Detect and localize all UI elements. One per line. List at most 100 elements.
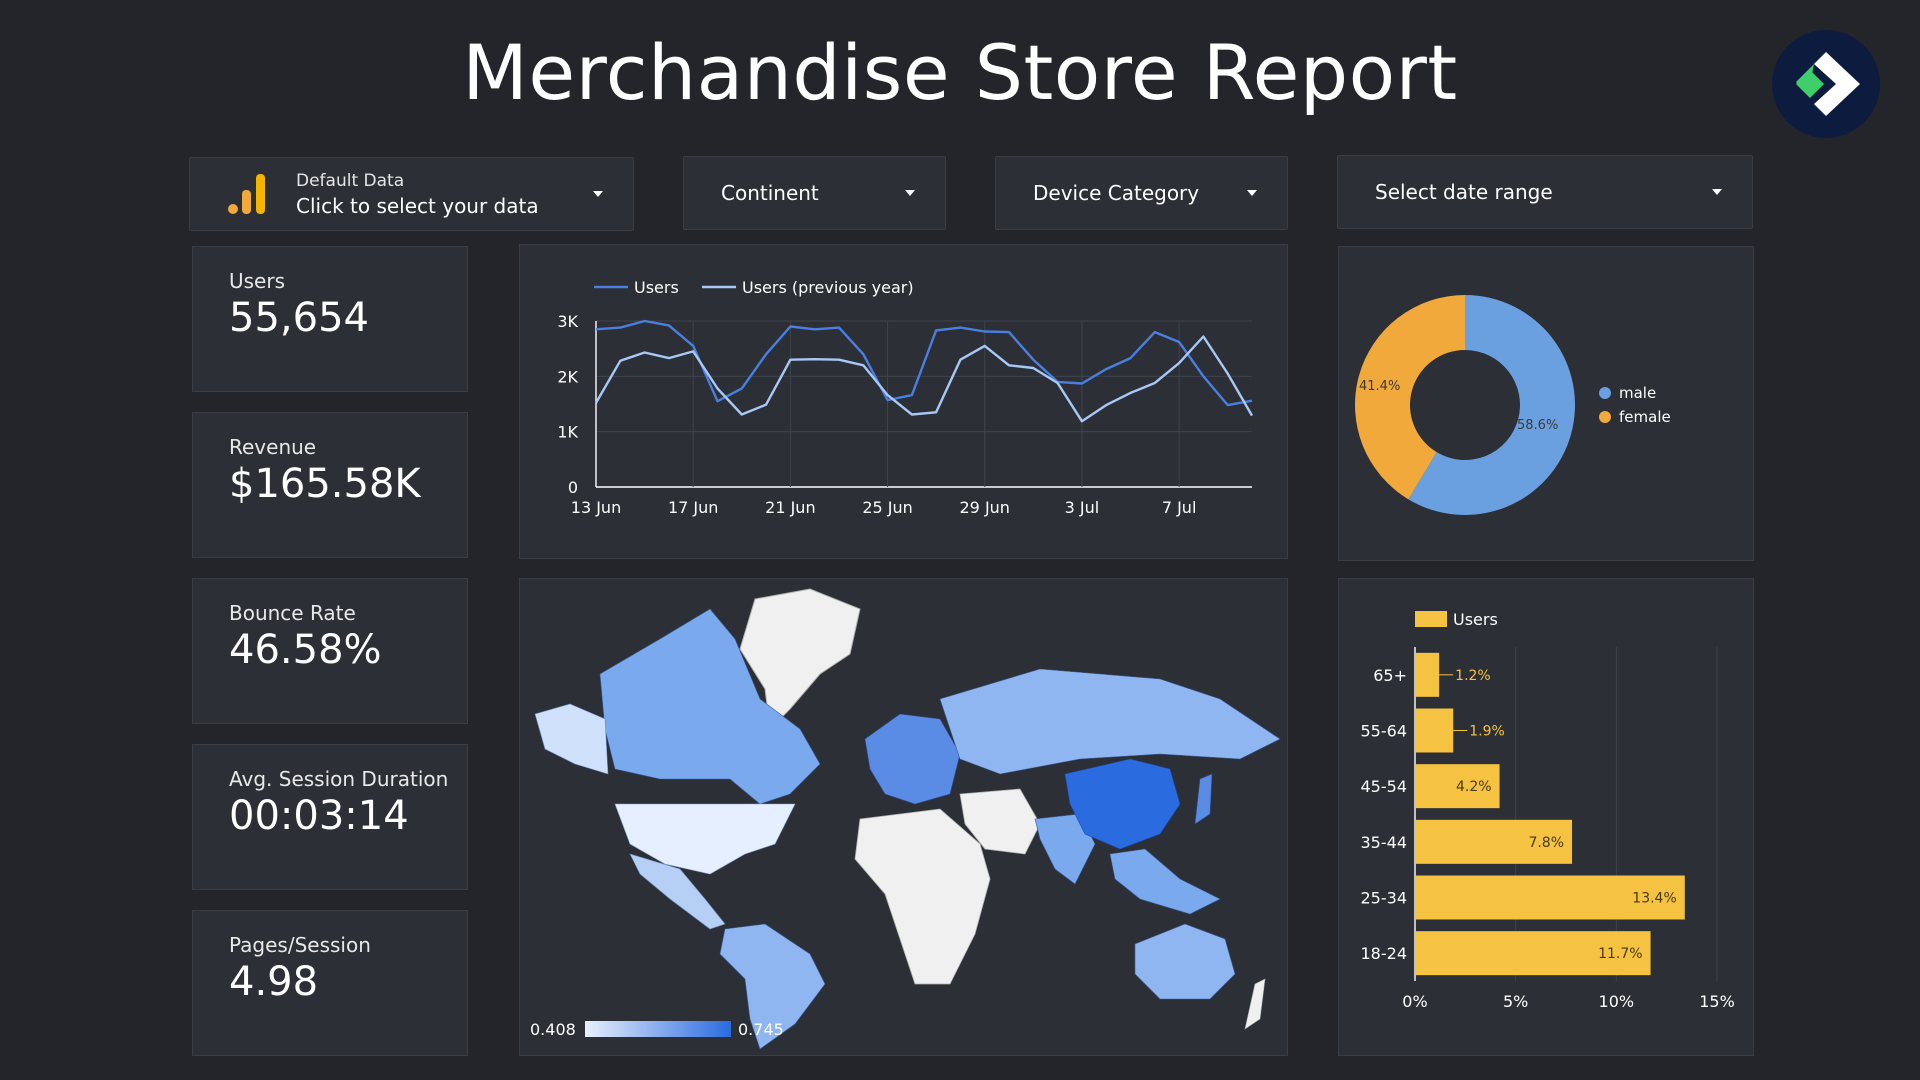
age-bar-card: 0% 5% 10% 15% Users 65+ 1.2% 55-64 1.9% 45-54 4.2%…	[1338, 578, 1754, 1056]
map-region-japan[interactable]	[1194, 773, 1213, 825]
map-region-russia[interactable]	[939, 668, 1281, 775]
data-source-hint: Click to select your data	[296, 194, 539, 218]
kpi-card-bounce-rate: Bounce Rate 46.58%	[192, 578, 468, 724]
bar-35-44[interactable]	[1415, 819, 1573, 864]
bar-25-34[interactable]	[1415, 875, 1685, 920]
map-region-europe[interactable]	[864, 713, 961, 805]
kpi-value: $165.58K	[229, 461, 421, 507]
x-tick-label: 0%	[1402, 992, 1427, 1011]
map-region-southeast-asia[interactable]	[1109, 848, 1221, 915]
x-tick-label: 17 Jun	[668, 498, 718, 517]
kpi-label: Bounce Rate	[229, 601, 356, 625]
legend-label[interactable]: Users	[634, 278, 679, 297]
map-region-africa[interactable]	[854, 808, 991, 985]
y-tick-label: 0	[568, 478, 578, 497]
world-map: 0.408 0.745	[530, 588, 1281, 1050]
kpi-label: Pages/Session	[229, 933, 371, 957]
gender-donut-card: 58.6% 41.4% male female	[1338, 246, 1754, 561]
device-category-filter[interactable]: Device Category	[995, 156, 1288, 230]
bar-value-label: 11.7%	[1598, 946, 1642, 962]
chevron-down-icon	[1247, 190, 1257, 196]
y-tick-label: 1K	[557, 423, 578, 442]
x-tick-label: 3 Jul	[1065, 498, 1100, 517]
y-tick-label: 3K	[557, 312, 578, 331]
map-region-new-zealand[interactable]	[1244, 978, 1266, 1030]
map-region-canada[interactable]	[599, 608, 821, 805]
kpi-value: 46.58%	[229, 627, 382, 673]
users-line-chart: 0 1K 2K 3K 13 Jun 17 Jun 21 Jun 25 Jun 29 Jun 3 J…	[557, 278, 1254, 517]
legend-label[interactable]: male	[1619, 384, 1656, 402]
kpi-label: Avg. Session Duration	[229, 767, 449, 791]
category-label: 35-44	[1361, 833, 1408, 852]
bar-value-label: 13.4%	[1632, 891, 1676, 907]
chevron-down-icon	[1712, 189, 1722, 195]
kpi-card-session-duration: Avg. Session Duration 00:03:14	[192, 744, 468, 890]
map-region-australia[interactable]	[1134, 923, 1236, 1000]
gender-donut-chart: 58.6% 41.4% male female	[1355, 295, 1671, 515]
series-line-users-previous-year[interactable]	[594, 335, 1254, 423]
x-tick-label: 7 Jul	[1162, 498, 1197, 517]
kpi-label: Users	[229, 269, 286, 293]
kpi-card-revenue: Revenue $165.58K	[192, 412, 468, 558]
map-region-middle-east[interactable]	[959, 788, 1041, 855]
bar-value-label: 7.8%	[1528, 835, 1564, 851]
x-tick-label: 15%	[1699, 992, 1735, 1011]
legend-label[interactable]: Users (previous year)	[742, 278, 914, 297]
y-tick-label: 2K	[557, 367, 578, 386]
date-range-label: Select date range	[1375, 180, 1553, 204]
kpi-card-users: Users 55,654	[192, 246, 468, 392]
legend-label[interactable]: female	[1619, 408, 1671, 426]
category-label: 65+	[1373, 666, 1407, 685]
x-tick-label: 21 Jun	[765, 498, 815, 517]
donut-value-label: 58.6%	[1517, 418, 1558, 433]
legend-swatch	[1415, 611, 1447, 627]
donut-value-label: 41.4%	[1359, 379, 1400, 394]
brand-logo-icon	[1772, 30, 1880, 138]
x-tick-label: 10%	[1599, 992, 1635, 1011]
x-tick-label: 25 Jun	[862, 498, 912, 517]
page-title: Merchandise Store Report	[462, 28, 1458, 117]
donut-slice-male[interactable]	[1408, 295, 1575, 515]
map-region-south-america[interactable]	[719, 923, 826, 1050]
map-scale-max: 0.745	[738, 1020, 784, 1039]
bar-65+[interactable]	[1415, 652, 1440, 697]
bar-55-64[interactable]	[1415, 708, 1454, 753]
users-timeseries-card: 0 1K 2K 3K 13 Jun 17 Jun 21 Jun 25 Jun 29 Jun 3 J…	[519, 244, 1288, 559]
data-source-name: Default Data	[296, 171, 405, 191]
bar-18-24[interactable]	[1415, 931, 1651, 976]
chevron-down-icon	[593, 191, 603, 197]
x-tick-label: 5%	[1503, 992, 1528, 1011]
kpi-value: 00:03:14	[229, 793, 409, 839]
map-region-usa[interactable]	[614, 803, 796, 875]
map-region-greenland[interactable]	[739, 588, 861, 731]
kpi-card-pages-session: Pages/Session 4.98	[192, 910, 468, 1056]
age-bar-chart: 0% 5% 10% 15% Users 65+ 1.2% 55-64 1.9% 45-54 4.2%…	[1361, 610, 1735, 1011]
bar-value-label: 1.9%	[1469, 724, 1505, 740]
kpi-value: 55,654	[229, 295, 369, 341]
date-range-picker[interactable]: Select date range	[1337, 155, 1753, 229]
chevron-down-icon	[905, 190, 915, 196]
kpi-label: Revenue	[229, 435, 317, 459]
data-source-selector[interactable]: Default Data Click to select your data	[189, 157, 634, 231]
map-scale-min: 0.408	[530, 1020, 576, 1039]
bar-value-label: 4.2%	[1456, 779, 1492, 795]
category-label: 45-54	[1361, 777, 1408, 796]
map-region-china[interactable]	[1064, 758, 1181, 850]
analytics-icon	[228, 174, 265, 214]
continent-filter-label: Continent	[721, 181, 819, 205]
category-label: 55-64	[1361, 722, 1408, 741]
x-tick-label: 29 Jun	[960, 498, 1010, 517]
kpi-value: 4.98	[229, 959, 319, 1005]
bar-value-label: 1.2%	[1455, 668, 1491, 684]
legend-swatch	[1599, 411, 1611, 423]
series-line-users[interactable]	[595, 319, 1253, 407]
legend-label[interactable]: Users	[1453, 610, 1498, 629]
device-category-filter-label: Device Category	[1033, 181, 1200, 205]
map-region-alaska[interactable]	[534, 703, 609, 775]
donut-slice-female[interactable]	[1355, 295, 1465, 500]
map-region-central-america[interactable]	[629, 853, 726, 930]
legend-swatch	[1599, 387, 1611, 399]
continent-filter[interactable]: Continent	[683, 156, 946, 230]
category-label: 25-34	[1361, 889, 1408, 908]
bar-45-54[interactable]	[1415, 764, 1500, 809]
